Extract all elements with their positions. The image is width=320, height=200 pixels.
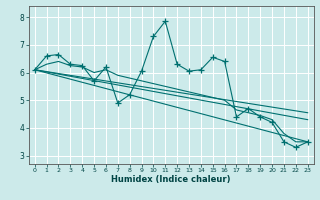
X-axis label: Humidex (Indice chaleur): Humidex (Indice chaleur) [111, 175, 231, 184]
